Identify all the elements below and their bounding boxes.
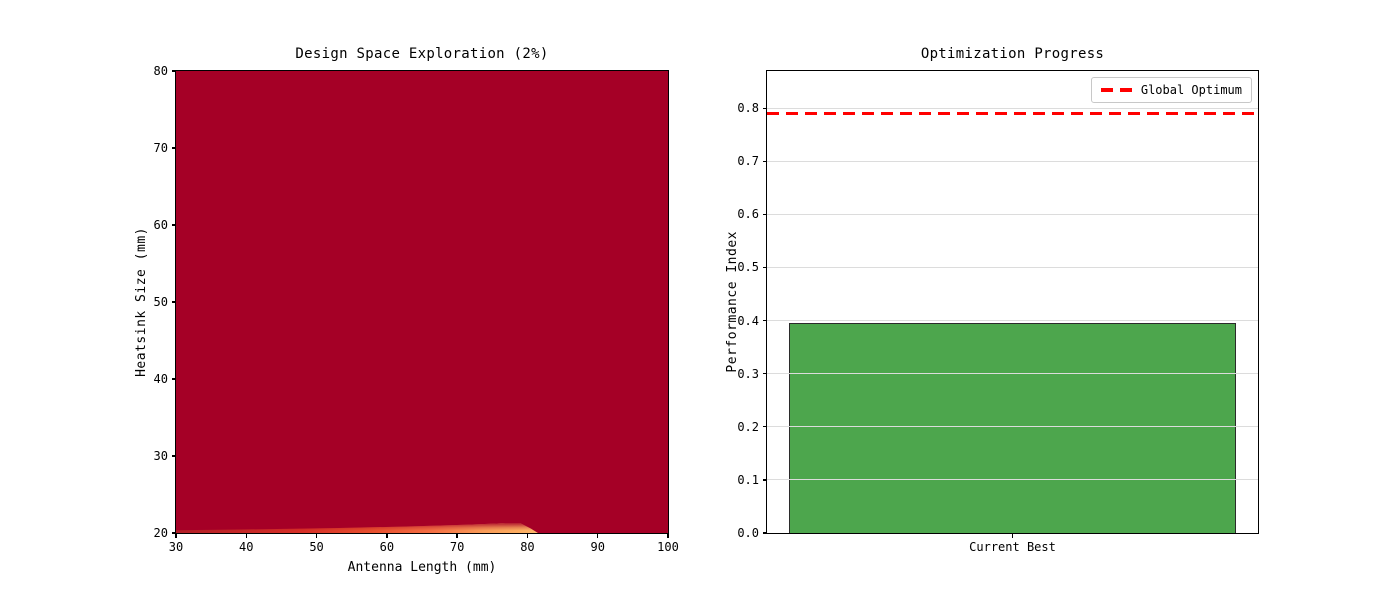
x-tick-label: 90 xyxy=(590,540,605,554)
x-tick xyxy=(597,533,599,538)
y-tick-label: 40 xyxy=(153,371,168,386)
grid-line xyxy=(767,266,1258,268)
grid-line xyxy=(767,479,1258,481)
x-tick xyxy=(386,533,388,538)
heatmap-plot-area xyxy=(176,71,668,533)
y-tick xyxy=(762,373,767,375)
x-tick-label: 50 xyxy=(309,540,324,554)
y-tick xyxy=(171,70,176,72)
x-tick-label: 80 xyxy=(520,540,535,554)
bar-axes: Optimization Progress Performance Index … xyxy=(725,46,1259,554)
y-tick-label: 0.3 xyxy=(737,366,759,381)
global-optimum-line xyxy=(767,111,1258,116)
y-tick-label: 70 xyxy=(153,140,168,155)
y-tick xyxy=(762,479,767,481)
grid-line xyxy=(767,426,1258,428)
y-tick-label: 20 xyxy=(153,526,168,540)
y-tick xyxy=(171,378,176,380)
y-tick-label: 80 xyxy=(153,64,168,78)
y-tick xyxy=(171,147,176,149)
heatmap-axes: Design Space Exploration (2%) Heatsink S… xyxy=(134,46,679,575)
bar-title: Optimization Progress xyxy=(920,46,1105,62)
y-tick xyxy=(762,266,767,269)
grid-line xyxy=(767,213,1258,215)
grid-line xyxy=(767,320,1258,322)
x-tick xyxy=(175,533,177,538)
x-tick-label: 40 xyxy=(239,540,254,554)
y-tick-label: 30 xyxy=(153,449,168,463)
bar-x-tick-label: Current Best xyxy=(969,540,1056,554)
heatmap-xlabel: Antenna Length (mm) xyxy=(347,560,497,575)
y-tick-label: 0.1 xyxy=(737,472,759,487)
y-tick xyxy=(762,213,767,216)
y-tick xyxy=(171,532,176,534)
y-tick xyxy=(762,107,767,109)
heatmap-bright-ridge xyxy=(176,523,538,533)
x-tick-label: 30 xyxy=(168,540,184,554)
y-tick xyxy=(171,224,176,226)
y-tick xyxy=(762,426,767,428)
x-tick-label: 60 xyxy=(379,540,395,554)
x-tick xyxy=(315,533,318,538)
bar-ylabel: Performance Index xyxy=(724,231,740,373)
grid-line xyxy=(767,160,1258,162)
x-tick xyxy=(456,533,458,538)
red-dashed-line-icon xyxy=(1100,88,1132,92)
legend-label: Global Optimum xyxy=(1140,83,1242,97)
heatmap-ylabel: Heatsink Size (mm) xyxy=(133,227,149,377)
y-tick xyxy=(762,532,767,534)
y-tick-label: 0.4 xyxy=(737,313,759,328)
bar-plot-area: Global Optimum xyxy=(767,71,1258,533)
heatmap-field xyxy=(176,71,668,533)
y-tick xyxy=(171,301,176,303)
grid-line xyxy=(767,373,1258,375)
x-tick-label: 70 xyxy=(449,540,465,554)
y-tick-label: 50 xyxy=(153,295,168,309)
y-tick-label: 0.6 xyxy=(737,207,759,222)
y-tick-label: 60 xyxy=(153,217,168,232)
y-tick-label: 0.2 xyxy=(737,419,759,434)
x-tick xyxy=(526,533,529,538)
current-best-bar xyxy=(789,323,1236,533)
y-tick-label: 0.7 xyxy=(737,154,759,169)
y-tick xyxy=(171,455,176,457)
x-tick xyxy=(667,533,669,538)
x-tick xyxy=(245,533,247,538)
y-tick xyxy=(762,160,767,162)
y-tick-label: 0.0 xyxy=(737,526,759,540)
grid-line xyxy=(767,107,1258,109)
y-tick-label: 0.5 xyxy=(737,260,759,275)
y-tick xyxy=(762,319,767,322)
x-tick-label: 100 xyxy=(657,540,679,554)
y-tick-label: 0.8 xyxy=(737,101,759,116)
bar-x-tick xyxy=(1011,533,1014,538)
heatmap-title: Design Space Exploration (2%) xyxy=(295,46,549,62)
legend-box: Global Optimum xyxy=(1090,77,1252,103)
